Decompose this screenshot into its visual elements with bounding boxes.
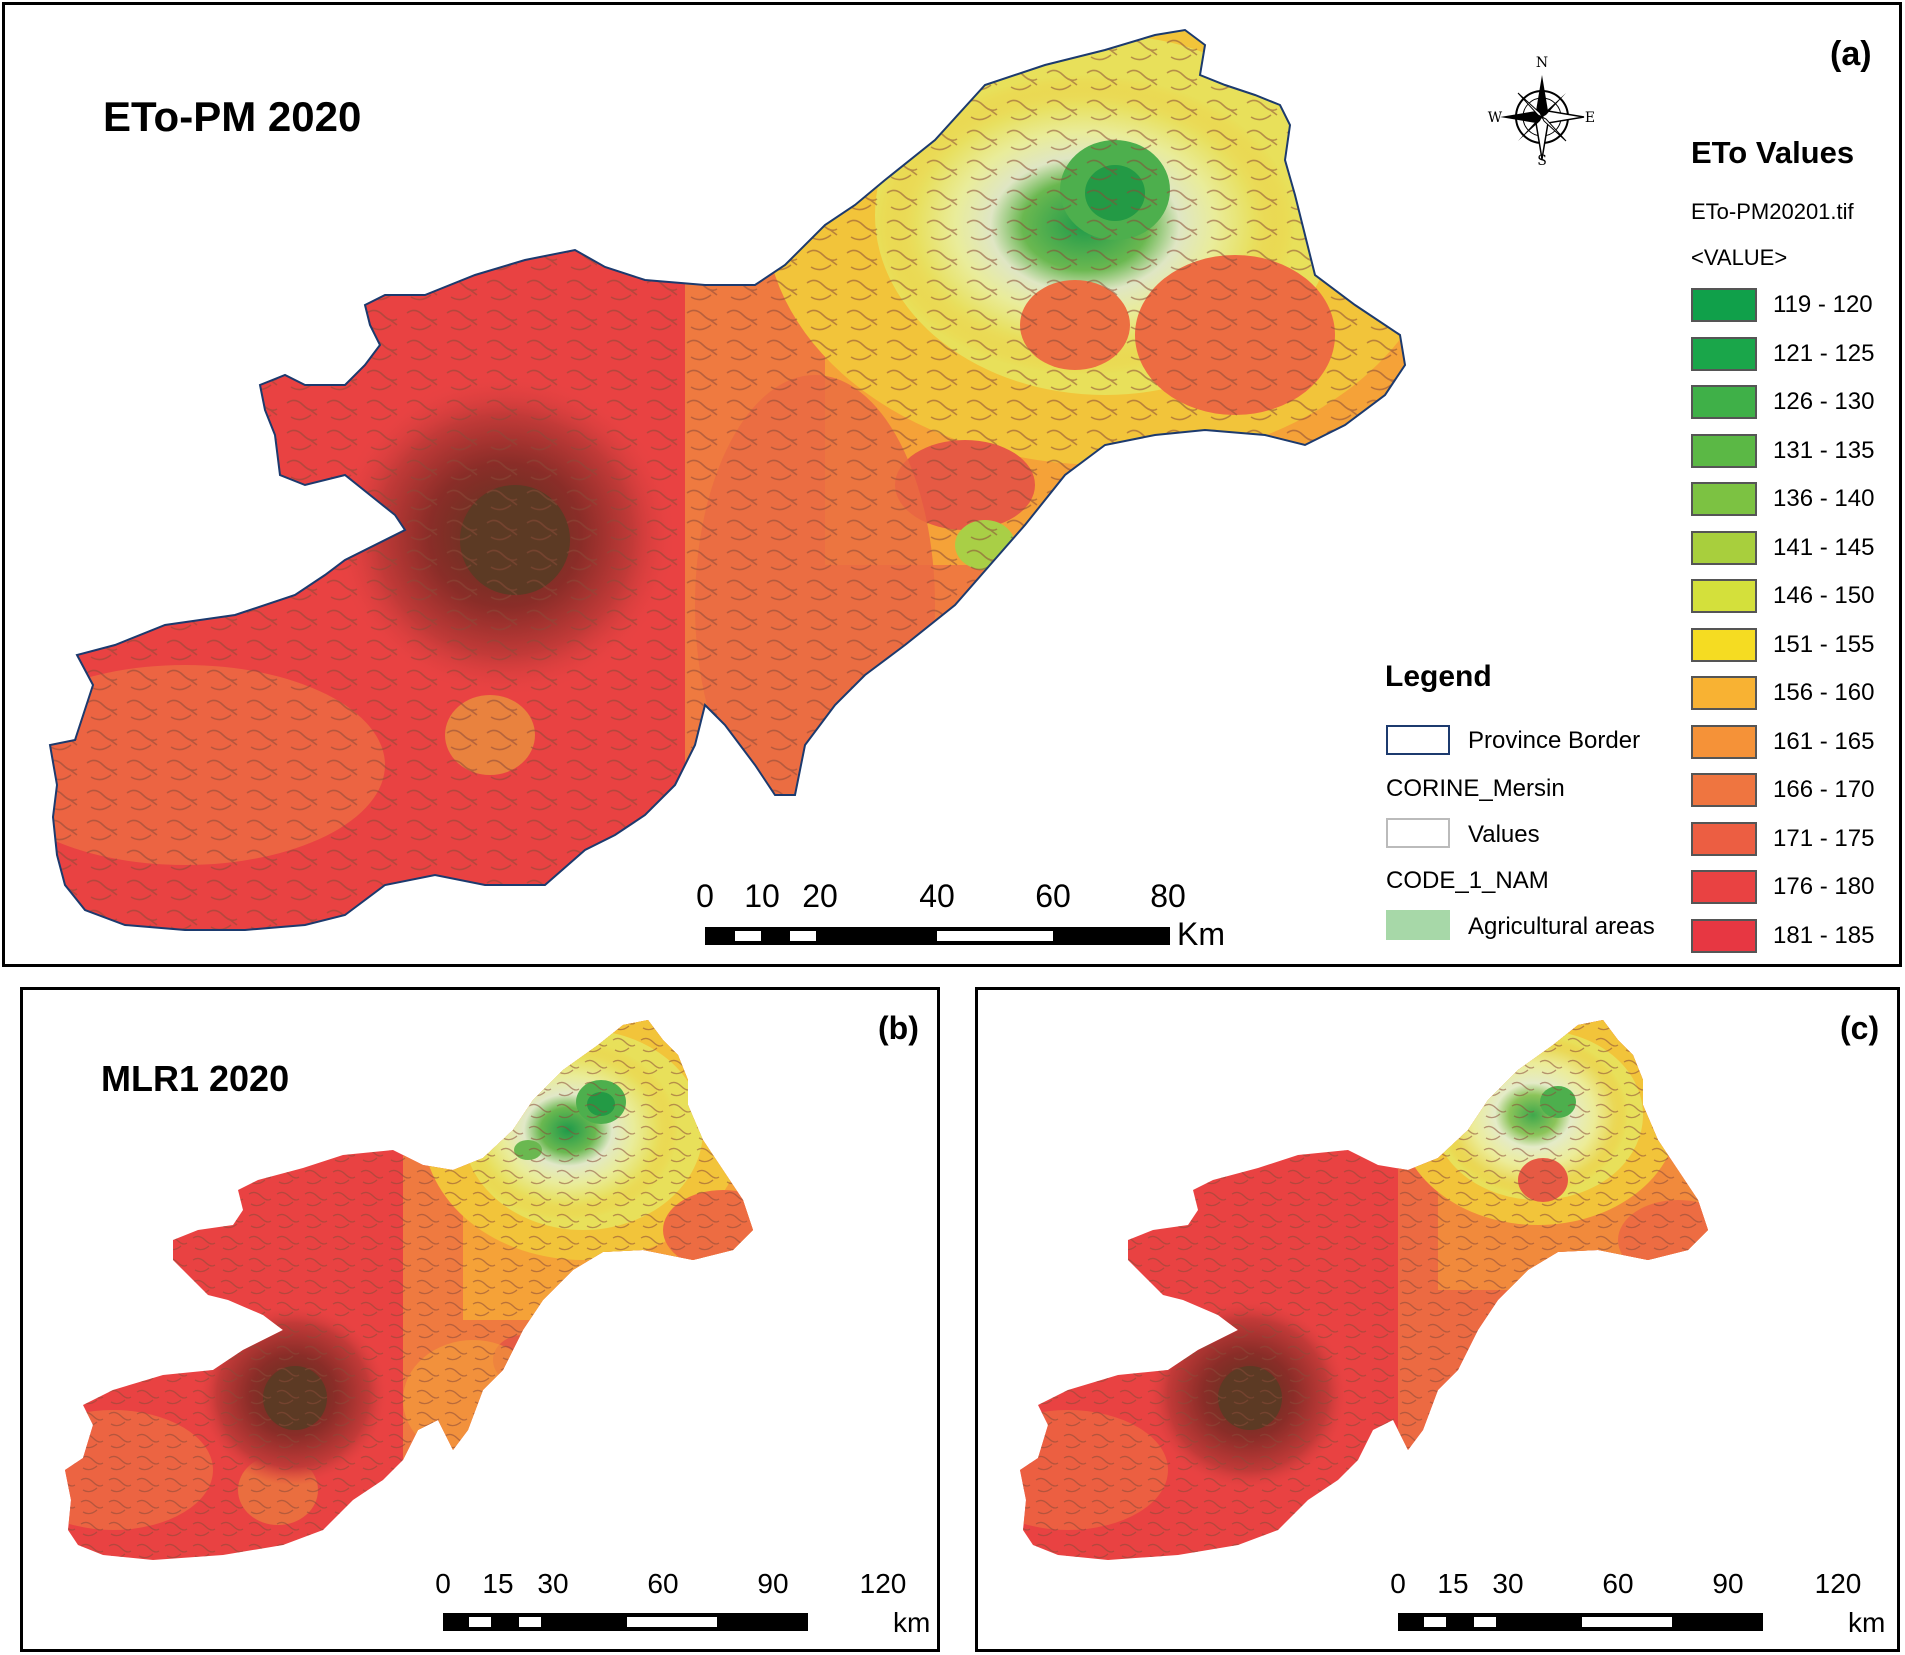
eto-legend-file: ETo-PM20201.tif (1691, 199, 1854, 224)
scale-b-tick-5: 120 (860, 1568, 907, 1599)
scale-a-tick-4: 60 (1035, 878, 1071, 914)
map-title-a: ETo-PM 2020 (103, 93, 362, 140)
scale-c-tick-2: 30 (1492, 1568, 1523, 1599)
legend-values: Values (1468, 821, 1540, 848)
eto-swatch-0 (1691, 288, 1757, 322)
eto-range-label: 121 - 125 (1773, 339, 1875, 367)
scale-b-tick-2: 30 (537, 1568, 568, 1599)
eto-swatch-12 (1691, 870, 1757, 904)
eto-swatch-7 (1691, 627, 1757, 662)
scale-bar-b (443, 1613, 808, 1631)
scale-c-tick-3: 60 (1602, 1568, 1633, 1599)
eto-swatch-6 (1691, 579, 1757, 613)
eto-range-label: 166 - 170 (1773, 776, 1875, 803)
eto-range-label: 131 - 135 (1773, 436, 1875, 464)
scale-a-tick-0: 0 (696, 878, 714, 914)
eto-range-label: 136 - 140 (1773, 485, 1875, 512)
scale-a-unit: Km (1177, 916, 1225, 952)
scale-c-unit: km (1848, 1607, 1885, 1638)
agricultural-swatch (1386, 910, 1450, 940)
scale-b-tick-1: 15 (482, 1568, 513, 1599)
panel-label-b: (b) (878, 1010, 919, 1046)
eto-swatch-11 (1691, 821, 1757, 856)
scale-c-tick-4: 90 (1712, 1568, 1743, 1599)
province-border-a (48, 28, 1407, 931)
panel-label-a: (a) (1830, 35, 1872, 73)
eto-range-label: 161 - 165 (1773, 727, 1875, 755)
scale-a-tick-1: 10 (744, 878, 780, 914)
eto-range-label: 119 - 120 (1773, 291, 1873, 318)
compass-e: E (1585, 110, 1595, 126)
legend-province-border: Province Border (1468, 727, 1641, 754)
map-panel-c: 0 15 30 60 90 120 km (c) (975, 987, 1900, 1652)
north-arrow-icon (1500, 75, 1585, 160)
map-a: N S E W 0 10 20 40 60 80 Km (48, 28, 1595, 952)
map-panel-a: N S E W 0 10 20 40 60 80 Km ETo-PM 2020 … (2, 2, 1902, 967)
eto-range-label: 181 - 185 (1773, 921, 1875, 949)
scale-b-tick-4: 90 (757, 1568, 788, 1599)
eto-swatch-10 (1691, 773, 1757, 807)
legend-heading: Legend (1385, 660, 1492, 693)
province-border-swatch (1386, 725, 1450, 755)
eto-swatch-2 (1691, 385, 1757, 419)
eto-swatch-13 (1691, 918, 1757, 953)
eto-swatch-4 (1691, 482, 1757, 516)
legend-code: CODE_1_NAM (1386, 867, 1549, 894)
eto-range-label: 146 - 150 (1773, 582, 1875, 609)
scale-bar-c (1398, 1613, 1763, 1631)
eto-range-label: 141 - 145 (1773, 533, 1875, 561)
compass-n: N (1536, 55, 1548, 71)
eto-range-label: 171 - 175 (1773, 824, 1875, 852)
compass-s: S (1537, 153, 1547, 169)
eto-swatch-5 (1691, 530, 1757, 565)
eto-range-label: 126 - 130 (1773, 388, 1875, 415)
scale-b-tick-3: 60 (647, 1568, 678, 1599)
scale-c-tick-1: 15 (1437, 1568, 1468, 1599)
map-title-b: MLR1 2020 (101, 1058, 290, 1099)
eto-range-label: 176 - 180 (1773, 873, 1875, 900)
map-b: 0 15 30 60 90 120 km (65, 1020, 930, 1638)
scale-c-tick-0: 0 (1390, 1568, 1406, 1599)
scale-c-tick-5: 120 (1815, 1568, 1862, 1599)
legend-corine: CORINE_Mersin (1386, 775, 1565, 802)
compass-w: W (1488, 110, 1503, 126)
scale-a-tick-3: 40 (919, 878, 955, 914)
eto-legend-field: <VALUE> (1691, 245, 1788, 270)
scale-b-tick-0: 0 (435, 1568, 451, 1599)
eto-range-label: 151 - 155 (1773, 630, 1875, 658)
eto-legend-heading: ETo Values (1691, 135, 1855, 170)
eto-swatch-1 (1691, 336, 1757, 371)
map-panel-b: 0 15 30 60 90 120 km MLR1 2020 (b) (20, 987, 940, 1652)
eto-swatch-3 (1691, 433, 1757, 468)
eto-range-label: 156 - 160 (1773, 679, 1875, 706)
scale-a-tick-5: 80 (1150, 878, 1186, 914)
scale-b-unit: km (893, 1607, 930, 1638)
scale-a-tick-2: 20 (802, 878, 838, 914)
map-c: 0 15 30 60 90 120 km (1020, 1020, 1885, 1638)
eto-swatch-8 (1691, 676, 1757, 710)
legend-agricultural: Agricultural areas (1468, 913, 1655, 940)
eto-swatch-9 (1691, 724, 1757, 759)
values-swatch (1386, 818, 1450, 848)
panel-label-c: (c) (1840, 1010, 1880, 1046)
scale-bar-a (705, 927, 1170, 945)
